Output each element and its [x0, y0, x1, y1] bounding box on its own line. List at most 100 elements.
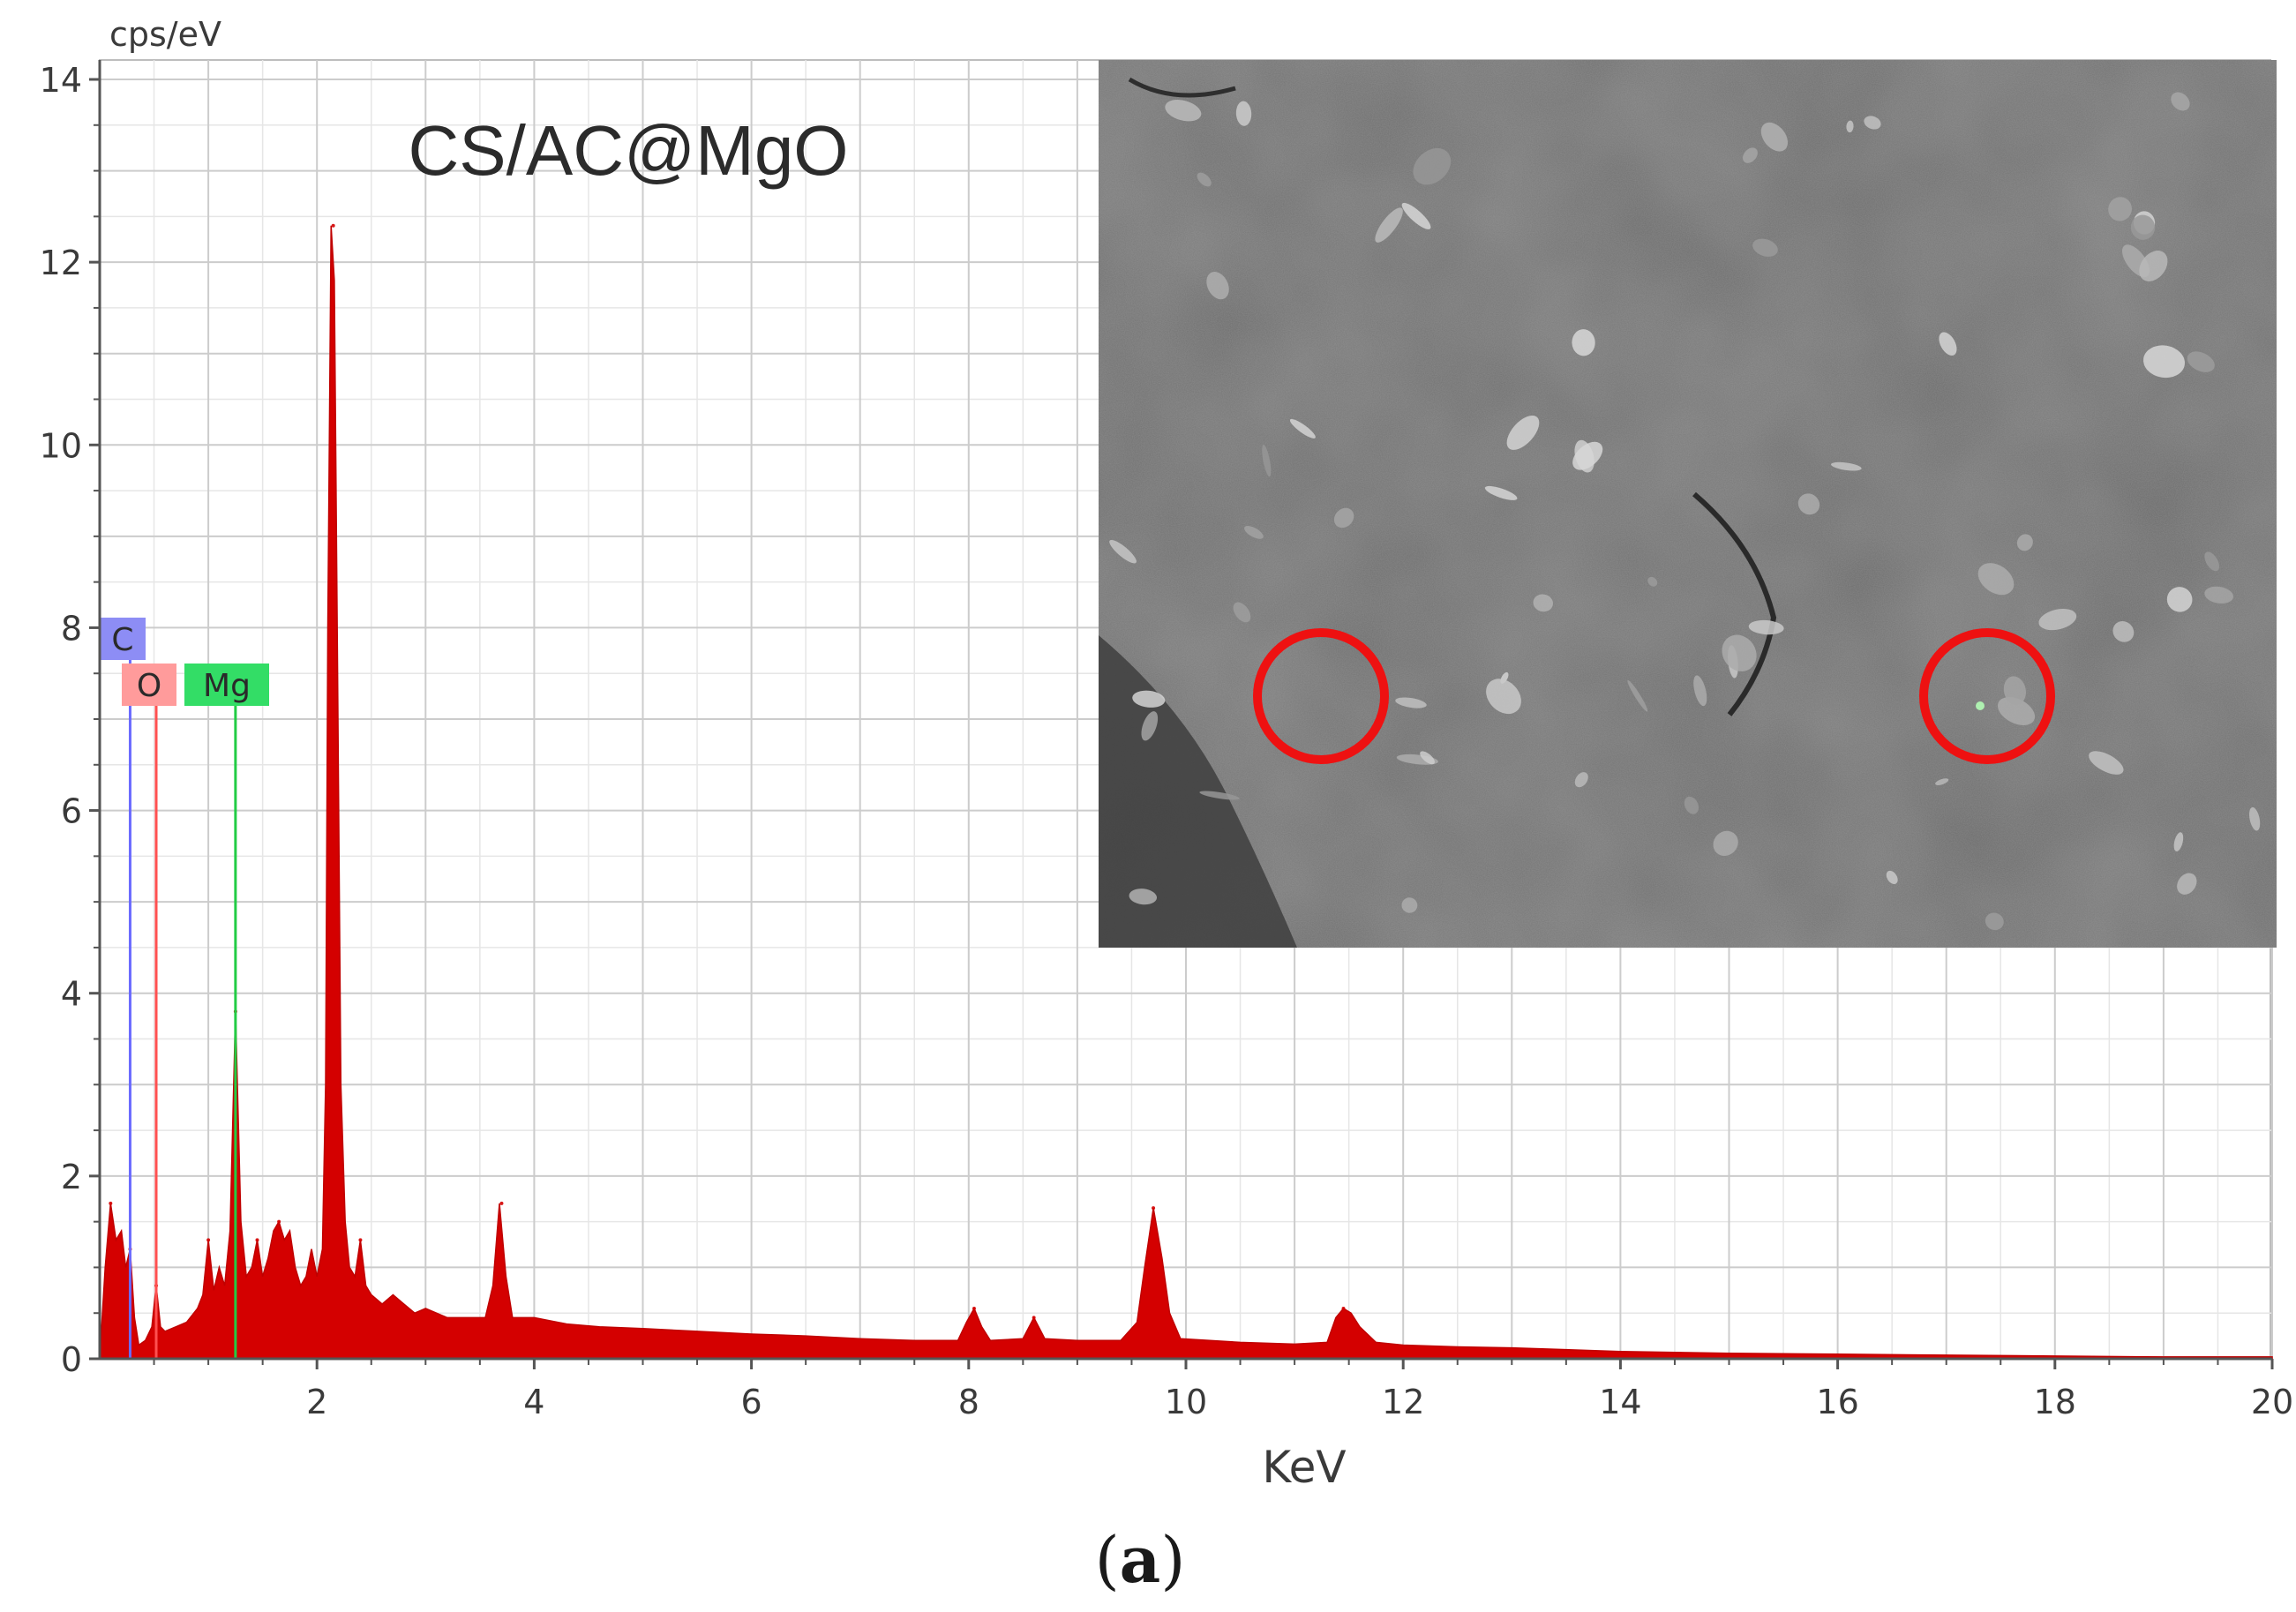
sem-particle	[1395, 697, 1427, 709]
element-marker-box-c	[100, 618, 146, 660]
sem-particle	[1262, 445, 1272, 477]
sem-particle	[1420, 751, 1435, 765]
caption-close: )	[1160, 1523, 1185, 1597]
caption-letter: a	[1120, 1522, 1161, 1597]
y-axis-label: cps/eV	[109, 15, 221, 54]
sem-particle	[1486, 679, 1521, 715]
sem-particle	[1752, 238, 1778, 257]
sem-particle	[1235, 101, 1252, 126]
element-markers: CO Mg	[100, 618, 269, 1359]
spectrum-peak-point	[109, 1201, 113, 1205]
y-tick-label: 14	[40, 61, 82, 100]
sem-particle	[1233, 602, 1251, 623]
x-tick-label: 4	[523, 1383, 544, 1421]
x-tick-label: 16	[1816, 1383, 1858, 1421]
spectrum-peak-point	[358, 1238, 363, 1242]
element-marker-label-c: C	[111, 622, 133, 658]
element-marker-box-mg	[184, 664, 269, 706]
sem-particle	[1693, 675, 1707, 707]
spectrum-peak-point	[972, 1307, 976, 1311]
element-marker-label-mg: Mg	[203, 668, 251, 704]
sem-particle	[1244, 526, 1264, 539]
sem-crack	[1692, 491, 1777, 716]
sem-particle	[1743, 147, 1758, 163]
spectrum-layer	[99, 223, 2273, 1360]
axes: 0 2 4 6 8 10 12 14 2 4 6 8 10 12 14 16 18 20	[40, 60, 2293, 1421]
sem-particle	[2108, 197, 2132, 221]
sem-particle	[1846, 120, 1854, 133]
sem-particle	[2187, 351, 2215, 372]
spectrum-peak-point	[1152, 1206, 1156, 1211]
sem-particle	[1206, 271, 1229, 300]
sem-particle	[1713, 830, 1738, 857]
figure-caption: (a)	[1095, 1522, 1186, 1597]
sem-particle	[1484, 485, 1518, 500]
sem-particle	[1797, 493, 1820, 515]
sem-particle	[1129, 888, 1158, 905]
x-tick-label: 20	[2251, 1383, 2293, 1421]
sem-particle	[1886, 870, 1898, 884]
spectrum-peak-point	[1341, 1307, 1346, 1311]
sem-particle	[1997, 697, 2036, 725]
sem-image-grain	[1099, 60, 2277, 948]
y-tick-label: 12	[40, 244, 82, 282]
y-tick-label: 6	[61, 792, 82, 831]
sem-particle	[1333, 507, 1354, 529]
sem-particle	[1375, 207, 1403, 243]
sem-particle	[1830, 461, 1862, 471]
sem-particle	[2089, 751, 2124, 775]
element-marker-label-o: O	[137, 668, 161, 704]
x-tick-label: 18	[2034, 1383, 2076, 1421]
sem-particle	[1864, 116, 1881, 130]
sem-particle	[2177, 873, 2197, 895]
sem-particle	[1401, 897, 1418, 913]
highlight-circle-left	[1253, 628, 1389, 764]
highlight-circle-right	[1919, 628, 2055, 764]
sem-particles	[1109, 92, 2261, 931]
sem-particle	[2171, 92, 2190, 111]
sem-particle	[1977, 563, 2015, 596]
sem-particle	[1760, 122, 1789, 152]
highlight-spot	[1976, 701, 1985, 710]
spectrum-peak-point	[277, 1219, 281, 1224]
sem-particle	[1627, 679, 1648, 712]
sem-particle	[1413, 147, 1452, 185]
sem-particle	[2204, 586, 2234, 604]
sem-particle	[2112, 621, 2135, 642]
sem-particle	[1199, 791, 1240, 800]
sem-particle	[1935, 778, 1949, 785]
sem-particle	[1748, 619, 1784, 635]
y-tick-group: 0 2 4 6 8 10 12 14	[40, 61, 100, 1379]
chart-title: CS/AC@MgO	[408, 111, 848, 190]
y-tick-label: 2	[61, 1158, 82, 1196]
y-tick-label: 10	[40, 426, 82, 465]
sem-particle	[1141, 711, 1159, 741]
spectrum-peak-point	[499, 1201, 504, 1205]
y-tick-label: 8	[61, 609, 82, 648]
sem-particle	[2038, 608, 2077, 631]
sem-particle	[2173, 832, 2184, 851]
x-axis-label: KeV	[1262, 1442, 1346, 1493]
spectrum-peak-point	[255, 1238, 259, 1242]
x-tick-label: 6	[741, 1383, 762, 1421]
y-tick-label: 4	[61, 975, 82, 1014]
sem-particle	[1939, 332, 1957, 356]
spectrum-peak-point	[331, 223, 335, 228]
spectrum-area	[99, 225, 2273, 1360]
sem-particle	[1197, 172, 1212, 187]
x-tick-label: 10	[1165, 1383, 1207, 1421]
sem-crack-top	[1128, 77, 1236, 98]
sem-particle	[1401, 202, 1431, 229]
sem-particle	[1506, 415, 1540, 450]
sem-micrograph-inset	[1099, 60, 2277, 948]
sem-particle	[2142, 345, 2186, 379]
sem-particle	[1572, 329, 1595, 356]
caption-open: (	[1095, 1523, 1120, 1597]
x-tick-label: 8	[958, 1383, 979, 1421]
sem-particle	[1132, 690, 1166, 708]
sem-particle	[1574, 772, 1588, 788]
sem-particle	[1985, 912, 2004, 931]
sem-dark-edge-region	[1099, 635, 1297, 948]
sem-particle	[1289, 418, 1316, 439]
